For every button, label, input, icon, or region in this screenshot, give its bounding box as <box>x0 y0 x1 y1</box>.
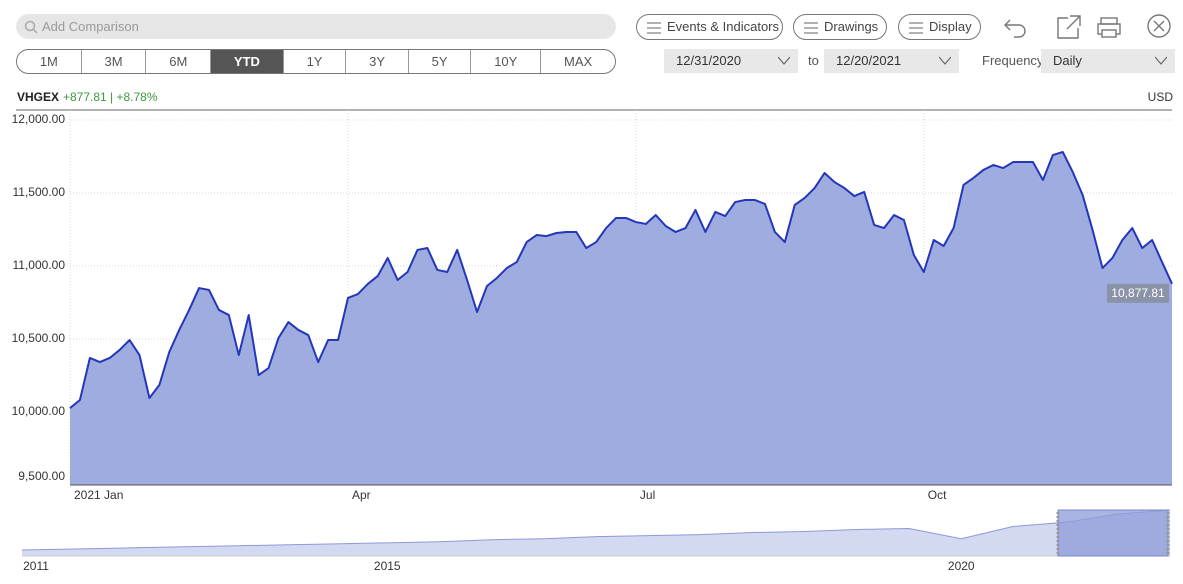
range-button[interactable]: 1Y <box>282 50 346 73</box>
menu-icon <box>909 22 923 34</box>
frequency-text: Daily <box>1053 53 1082 68</box>
frequency-label: Frequency <box>982 53 1044 68</box>
frequency-select[interactable]: Daily <box>1041 49 1175 73</box>
x-tick-label: Oct <box>928 488 947 502</box>
menu-icon <box>804 22 818 34</box>
line <box>69 150 1173 409</box>
search-placeholder: Add Comparison <box>42 19 139 34</box>
currency: USD <box>1147 90 1173 104</box>
line <box>21 509 1171 551</box>
change: +877.81 | +8.78% <box>63 90 158 104</box>
x-tick-label: 2015 <box>374 559 401 573</box>
chart: 9,500.00 10,000.00 10,500.00 11,000.00 11,50… <box>12 109 1173 573</box>
button-label: Events & Indicators <box>667 19 779 34</box>
end-date[interactable]: 12/20/2021 <box>824 49 959 73</box>
navigator-window <box>1057 509 1169 557</box>
undo-icon[interactable] <box>1004 19 1026 38</box>
menu-icon <box>647 22 661 34</box>
range-button[interactable]: YTD <box>210 50 283 73</box>
button-label: Display <box>929 19 972 34</box>
range-button[interactable]: 10Y <box>470 50 540 73</box>
x-tick-label: 2021 Jan <box>74 488 123 502</box>
y-tick-label: 11,000.00 <box>13 258 66 272</box>
navigator-handle <box>1056 512 1170 554</box>
button-label: Drawings <box>824 19 879 34</box>
y-tick-label: 10,000.00 <box>12 404 66 418</box>
toolbar-icons <box>1004 14 1171 39</box>
chevron <box>939 56 951 65</box>
y-tick-label: 12,000.00 <box>12 112 66 126</box>
range-selector: 1M 3M 6M YTD 1Y 3Y 5Y 10Y MAX <box>16 49 616 74</box>
display-button[interactable]: Display <box>898 14 981 40</box>
y-tick-label: 11,500.00 <box>13 185 66 199</box>
area <box>22 510 1170 556</box>
x-tick-label: 2011 <box>23 559 49 573</box>
range-button[interactable]: MAX <box>540 50 615 73</box>
chevron <box>1155 56 1167 65</box>
start-date-text: 12/31/2020 <box>676 53 742 68</box>
area <box>70 151 1172 485</box>
end-date-text: 12/20/2021 <box>836 53 902 68</box>
x-tick-label: Apr <box>352 488 371 502</box>
close-icon[interactable] <box>1147 14 1171 38</box>
print-icon[interactable] <box>1097 17 1121 38</box>
range-button[interactable]: 3M <box>80 50 146 73</box>
search-box[interactable]: Add Comparison <box>16 14 616 39</box>
range-button[interactable]: 5Y <box>407 50 471 73</box>
chevron <box>778 56 790 65</box>
to-label: to <box>808 53 819 68</box>
value-label: 10,877.81 <box>1111 286 1165 300</box>
events-button[interactable]: Events & Indicators <box>636 14 783 40</box>
drawings-button[interactable]: Drawings <box>793 14 887 40</box>
y-tick-label: 9,500.00 <box>18 469 65 483</box>
x-tick-label: 2020 <box>948 559 975 573</box>
range-button[interactable]: 1M <box>39 54 58 69</box>
y-tick-label: 10,500.00 <box>12 331 66 345</box>
x-tick-label: Jul <box>640 488 655 502</box>
search-icon <box>24 20 38 34</box>
symbol: VHGEX <box>17 90 60 104</box>
share-icon[interactable] <box>1057 15 1081 39</box>
range-button[interactable]: 6M <box>145 50 210 73</box>
start-date[interactable]: 12/31/2020 <box>664 49 798 73</box>
range-button[interactable]: 3Y <box>345 50 408 73</box>
value-label-box <box>1107 283 1169 303</box>
